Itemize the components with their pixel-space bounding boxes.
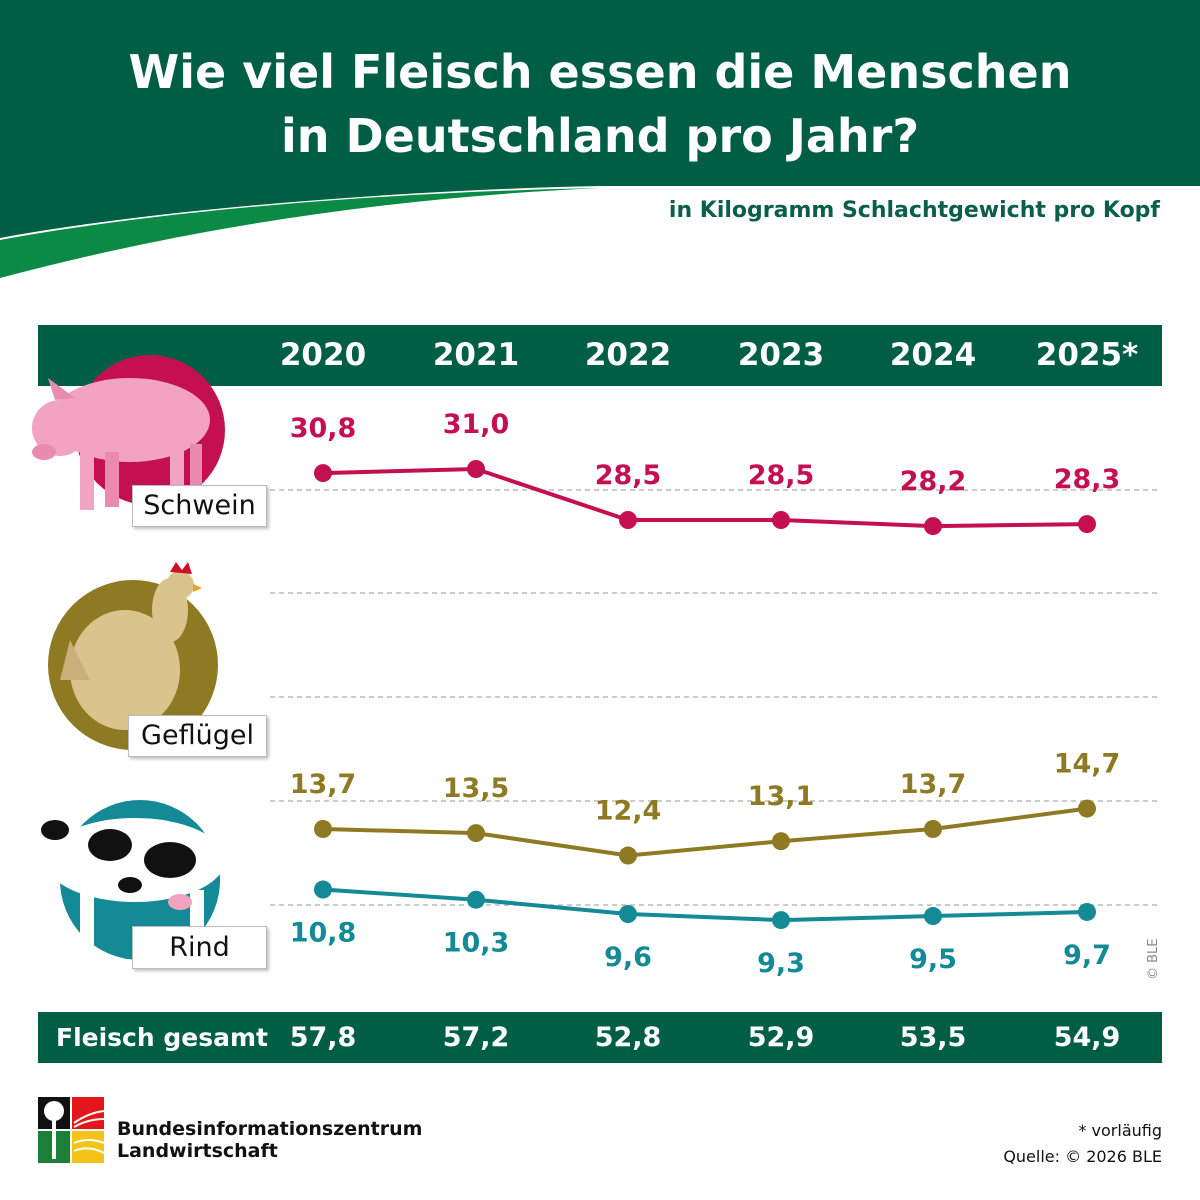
data-point: [314, 464, 332, 483]
data-label: 9,6: [604, 942, 652, 973]
year-header: 2024: [889, 337, 977, 373]
header-background: [0, 0, 1200, 278]
year-header-bar: [38, 325, 1162, 386]
org-name: Bundesinformationszentrum Landwirtschaft: [117, 1118, 422, 1162]
source-note: Quelle: © 2026 BLE: [1003, 1147, 1162, 1166]
data-point: [467, 890, 485, 909]
data-label: 12,4: [595, 796, 662, 827]
year-header: 2023: [737, 337, 825, 373]
series-line-2: [322, 887, 1088, 923]
page-title: Wie viel Fleisch essen die Menschen in D…: [0, 40, 1200, 168]
data-point: [924, 907, 942, 926]
total-value: 54,9: [1053, 1022, 1121, 1053]
data-label: 28,5: [748, 460, 815, 491]
data-point: [1078, 902, 1096, 921]
data-label: 28,2: [900, 466, 967, 497]
data-label: 9,7: [1063, 940, 1111, 971]
total-value: 52,8: [594, 1022, 662, 1053]
cow-icon: [37, 800, 225, 960]
total-value: 52,9: [747, 1022, 815, 1053]
category-label-schwein: Schwein: [132, 485, 267, 527]
data-label: 14,7: [1054, 749, 1121, 780]
data-label: 13,7: [900, 769, 967, 800]
data-point: [924, 820, 942, 838]
total-label: Fleisch gesamt: [56, 1023, 268, 1052]
data-point: [772, 832, 790, 851]
series-line-0: [322, 466, 1088, 529]
data-point: [314, 880, 332, 899]
data-label: 28,3: [1054, 464, 1121, 495]
provisional-note: * vorläufig: [1078, 1121, 1162, 1140]
total-value: 57,2: [442, 1022, 510, 1053]
copyright-vertical: © BLE: [1146, 938, 1161, 980]
series-line-1: [322, 806, 1088, 858]
data-label: 28,5: [595, 460, 662, 491]
data-point: [1078, 515, 1096, 534]
animal-illustrations: [32, 355, 225, 960]
data-label: 10,8: [290, 918, 357, 949]
year-header: 2022: [584, 337, 672, 373]
year-header: 2021: [432, 337, 520, 373]
data-label: 30,8: [290, 413, 357, 444]
data-label: 9,5: [909, 944, 957, 975]
data-point: [924, 517, 942, 536]
title-line-2: in Deutschland pro Jahr?: [280, 109, 920, 163]
total-value: 53,5: [899, 1022, 967, 1053]
data-label: 13,7: [290, 769, 357, 800]
category-label-rind: Rind: [132, 926, 267, 969]
year-header: 2025*: [1035, 337, 1139, 373]
data-label: 13,1: [748, 781, 815, 812]
data-label: 10,3: [443, 928, 510, 959]
chicken-icon: [48, 562, 218, 750]
total-value: 57,8: [289, 1022, 357, 1053]
data-point: [619, 846, 637, 865]
data-point: [772, 911, 790, 930]
footnote: * vorläufig Quelle: © 2026 BLE: [1003, 1118, 1162, 1170]
subtitle: in Kilogramm Schlachtgewicht pro Kopf: [668, 198, 1160, 223]
title-line-1: Wie viel Fleisch essen die Menschen: [128, 45, 1072, 99]
year-header: 2020: [279, 337, 367, 373]
data-label: 31,0: [443, 409, 510, 440]
data-label: 13,5: [443, 773, 510, 804]
data-point: [772, 511, 790, 529]
data-point: [619, 905, 637, 923]
data-point: [619, 511, 637, 529]
org-line-1: Bundesinformationszentrum: [117, 1118, 423, 1140]
data-label: 9,3: [757, 948, 805, 979]
ble-logo: [38, 1097, 104, 1163]
data-point: [314, 820, 332, 838]
data-point: [1078, 799, 1096, 818]
data-point: [467, 824, 485, 843]
org-line-2: Landwirtschaft: [117, 1140, 278, 1162]
total-bar: [38, 1012, 1162, 1063]
category-label-gefluegel: Geflügel: [128, 715, 267, 757]
data-point: [467, 460, 485, 478]
